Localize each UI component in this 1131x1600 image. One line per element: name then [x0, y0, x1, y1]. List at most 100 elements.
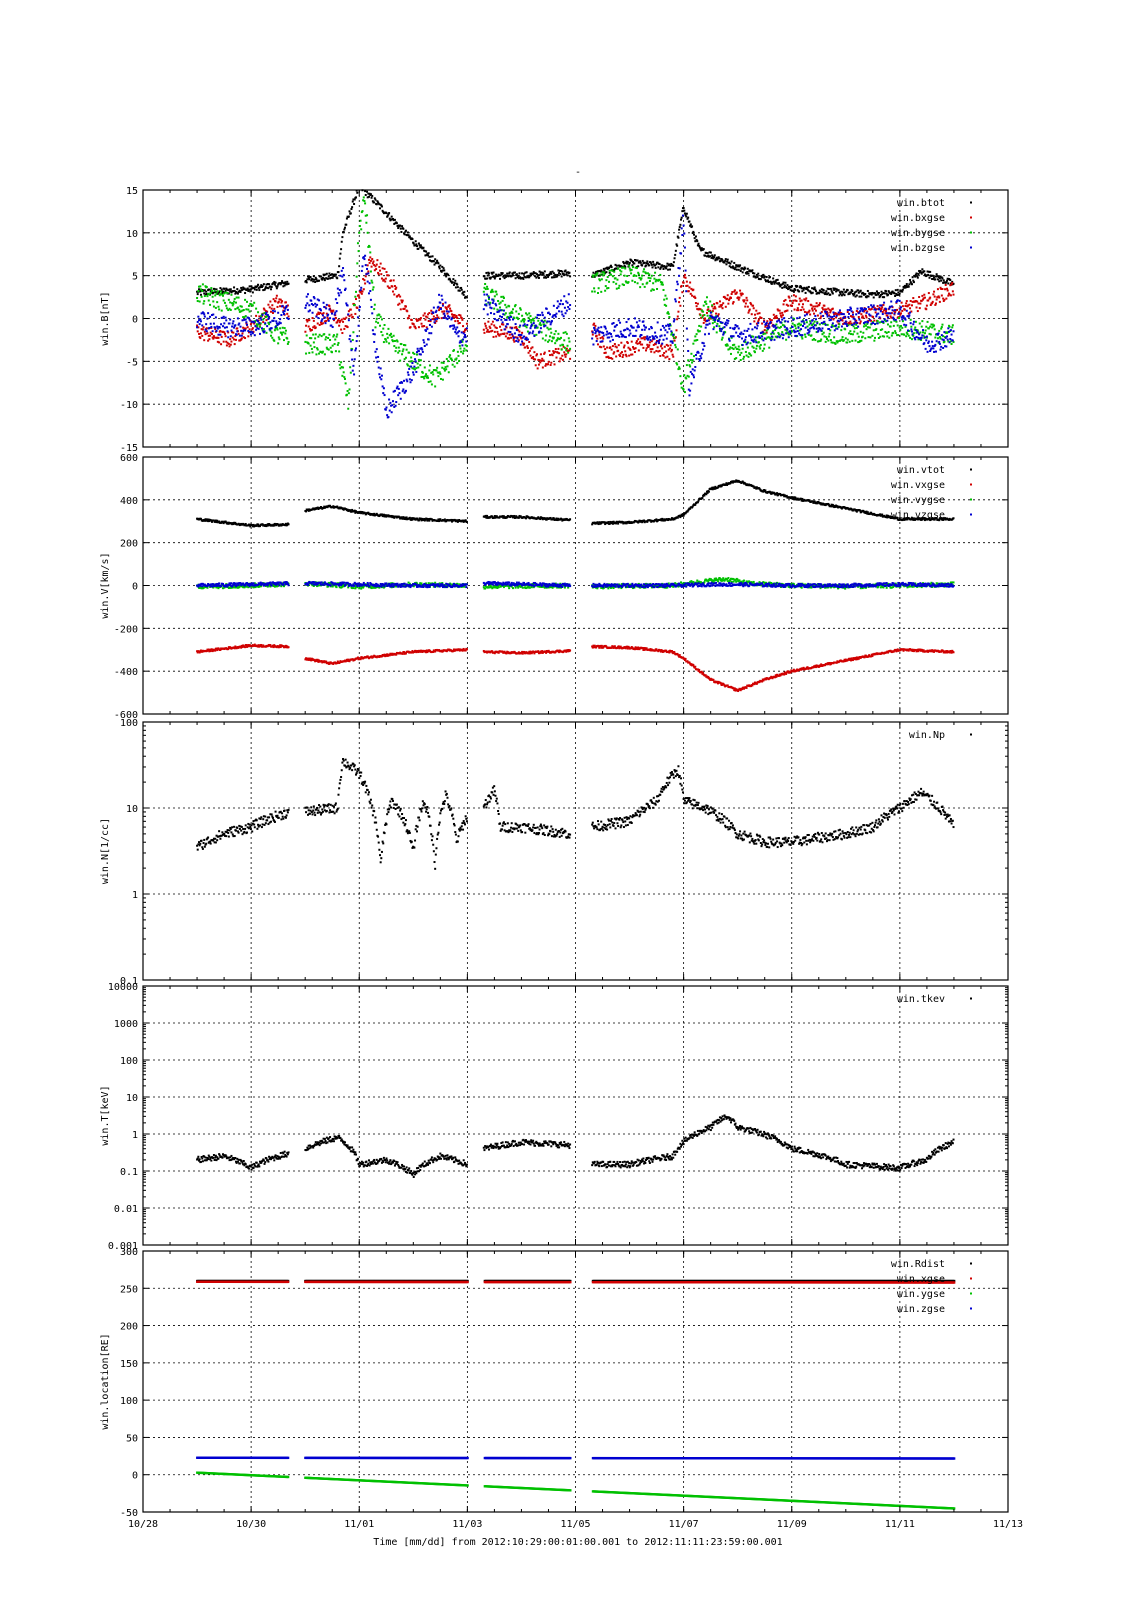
data-point [795, 299, 798, 302]
data-point [203, 300, 206, 303]
data-point [655, 263, 658, 266]
data-point [548, 350, 551, 353]
data-point [555, 356, 558, 359]
data-point [560, 518, 563, 521]
data-point [894, 332, 897, 335]
data-point [602, 337, 605, 340]
data-point [567, 351, 570, 354]
data-point [408, 516, 411, 519]
data-point [916, 331, 919, 334]
data-point [676, 348, 679, 351]
data-point [414, 327, 417, 330]
data-point [351, 338, 354, 341]
data-point [592, 271, 595, 274]
data-point [453, 282, 456, 285]
data-point [462, 519, 465, 522]
data-point [543, 276, 546, 279]
data-point [395, 286, 398, 289]
data-point [319, 275, 322, 278]
data-point [506, 323, 509, 326]
data-point [843, 322, 846, 325]
data-point [502, 274, 505, 277]
data-point [321, 351, 324, 354]
data-point [741, 292, 744, 295]
data-point [775, 326, 778, 329]
data-point [319, 309, 322, 312]
data-point [233, 286, 236, 289]
data-point [879, 310, 882, 313]
data-point [435, 261, 438, 264]
data-point [838, 320, 841, 323]
data-point [209, 334, 212, 337]
data-point [890, 316, 893, 319]
data-point [489, 327, 492, 330]
y-tick-label: 10 [126, 229, 138, 240]
data-point [536, 367, 539, 370]
data-point [704, 333, 707, 336]
data-point [804, 291, 807, 294]
data-point [885, 312, 888, 315]
data-point [608, 336, 611, 339]
data-point [249, 333, 252, 336]
data-point [204, 333, 207, 336]
data-point [922, 334, 925, 337]
data-point [312, 333, 315, 336]
data-point [560, 357, 563, 360]
data-point [428, 364, 431, 367]
data-point [901, 288, 904, 291]
data-point [503, 328, 506, 331]
data-point [452, 327, 455, 330]
data-point [810, 304, 813, 307]
data-point [228, 322, 231, 325]
data-point [252, 330, 255, 333]
data-point [789, 289, 792, 292]
panel-1: 151050-5-10-15win.B[nT]win.btotwin.bxgse… [100, 186, 1009, 454]
data-point [404, 356, 407, 359]
data-point [374, 265, 377, 268]
data-point [890, 334, 893, 337]
data-point [866, 321, 869, 324]
data-point [511, 515, 514, 518]
data-point [518, 333, 521, 336]
data-point [202, 302, 205, 305]
data-point [280, 301, 283, 304]
data-point [258, 332, 261, 335]
data-point [428, 259, 431, 262]
data-point [943, 331, 946, 334]
data-point [836, 327, 839, 330]
data-point [613, 343, 616, 346]
data-point [724, 321, 727, 324]
data-point [876, 305, 879, 308]
data-point [543, 270, 546, 273]
data-point [232, 302, 235, 305]
data-point [933, 276, 936, 279]
data-point [527, 316, 530, 319]
data-point [945, 281, 948, 284]
data-point [853, 327, 856, 330]
data-point [222, 330, 225, 333]
data-point [714, 318, 717, 321]
data-point [794, 295, 797, 298]
data-point [391, 290, 394, 293]
data-point [384, 338, 387, 341]
data-point [227, 342, 230, 345]
data-point [901, 318, 904, 321]
data-point [667, 325, 670, 328]
data-point [430, 383, 433, 386]
data-point [506, 332, 509, 335]
data-point [224, 289, 227, 292]
data-point [412, 371, 415, 374]
data-point [414, 244, 417, 247]
data-point [499, 315, 502, 318]
data-point [737, 334, 740, 337]
data-point [251, 524, 254, 527]
data-point [717, 313, 720, 316]
data-point [702, 304, 705, 307]
data-point [606, 336, 609, 339]
data-point [598, 269, 601, 272]
data-point [231, 302, 234, 305]
data-point [681, 210, 684, 213]
data-point [535, 333, 538, 336]
data-point [725, 344, 728, 347]
